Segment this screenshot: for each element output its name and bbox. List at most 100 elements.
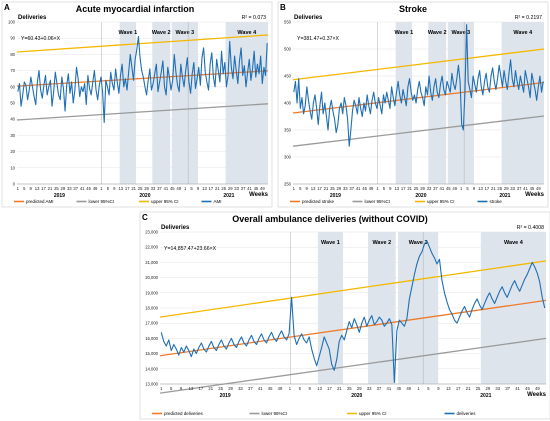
x-tick-label: 5 — [23, 186, 26, 191]
panel-c: Wave 1 Wave 2 Wave 3 Wave 4 13,000 14,000 15,0… — [139, 211, 550, 420]
x-tick-label: 5 — [107, 186, 110, 191]
y-axis-label: Deliveries — [294, 15, 323, 21]
x-tick-label: 1 — [160, 386, 163, 391]
x-tick-label: 9 — [473, 186, 476, 191]
x-tick-label: 21 — [208, 386, 213, 391]
wave-label-4: Wave 4 — [237, 30, 257, 36]
x-tick-label: 29 — [228, 186, 233, 191]
x-tick-label: 45 — [170, 186, 175, 191]
legend-entry: lower 95%CI — [365, 199, 391, 204]
year-label: 2021 — [223, 193, 234, 199]
x-tick-label: 21 — [131, 186, 136, 191]
x-tick-label: 1 — [293, 186, 296, 191]
x-tick-label: 29 — [61, 186, 66, 191]
x-tick-label: 21 — [491, 186, 496, 191]
x-tick-label: 33 — [151, 186, 156, 191]
x-tick-label: 13 — [317, 386, 322, 391]
y-tick-label: 300 — [284, 155, 292, 160]
x-tick-label: 49 — [406, 386, 411, 391]
x-tick-label: 41 — [515, 386, 520, 391]
x-tick-label: 33 — [238, 386, 243, 391]
x-tick-label: 13 — [394, 186, 399, 191]
x-tick-label: 41 — [356, 186, 361, 191]
y-tick-label: 450 — [284, 74, 292, 79]
x-tick-label: 25 — [497, 186, 502, 191]
y-tick-label: 19,000 — [145, 290, 158, 295]
x-tick-label: 13 — [189, 386, 194, 391]
x-tick-label: 1 — [17, 186, 20, 191]
x-tick-label: 1 — [376, 186, 379, 191]
x-tick-label: 1 — [460, 186, 463, 191]
y-tick-label: 80 — [10, 52, 15, 57]
series-line — [293, 24, 544, 147]
x-tick-label: 5 — [299, 386, 302, 391]
x-tick-label: 17 — [327, 386, 332, 391]
upper-trend-line — [159, 260, 547, 318]
year-label: 2019 — [330, 193, 341, 199]
y-tick-label: 14,000 — [145, 366, 158, 371]
lower-trend-line — [292, 115, 545, 147]
x-tick-label: 29 — [337, 186, 342, 191]
x-tick-label: 21 — [324, 186, 329, 191]
r-squared: R² = 0.073 — [242, 15, 266, 21]
trend-equation: Y=381.47+0.37×X — [297, 36, 340, 42]
wave-label-1: Wave 1 — [321, 240, 340, 246]
x-tick-label: 9 — [30, 186, 33, 191]
chart-title: Stroke — [399, 4, 427, 14]
y-tick-label: 10 — [10, 165, 15, 170]
r-squared: R² = 0.4008 — [517, 225, 544, 231]
x-tick-label: 45 — [446, 186, 451, 191]
x-tick-label: 41 — [258, 386, 263, 391]
x-tick-label: 9 — [113, 186, 116, 191]
legend-entry: deliveries — [457, 411, 477, 416]
x-tick-label: 41 — [387, 386, 392, 391]
year-label: 2019 — [54, 193, 65, 199]
y-tick-label: 250 — [284, 182, 292, 187]
x-tick-label: 41 — [247, 186, 252, 191]
x-tick-label: 25 — [138, 186, 143, 191]
panel-a: Wave 1 Wave 2 Wave 3 Wave 4 0 10 20 30 40 50 60 70 8… — [1, 1, 273, 208]
x-tick-label: 33 — [510, 186, 515, 191]
x-tick-label: 5 — [299, 186, 302, 191]
x-tick-label: 13 — [446, 386, 451, 391]
y-tick-label: 17,000 — [145, 321, 158, 326]
wave-label-2: Wave 2 — [372, 240, 391, 246]
y-tick-label: 90 — [10, 36, 15, 41]
wave-label-1: Wave 1 — [394, 30, 413, 36]
year-label: 2021 — [499, 193, 510, 199]
x-tick-label: 25 — [476, 386, 481, 391]
x-tick-label: 17 — [199, 386, 204, 391]
x-tick-label: 37 — [505, 386, 510, 391]
legend-entry: stroke — [490, 199, 503, 204]
x-tick-label: 17 — [456, 386, 461, 391]
panel-frame — [139, 211, 550, 420]
predicted-trend-line — [292, 81, 545, 114]
panel-b: Wave 1 Wave 2 Wave 3 Wave 4 250 300 350 400 450 5… — [277, 1, 549, 208]
x-tick-label: 21 — [48, 186, 53, 191]
trend-equation: Y=60.43+0.06×X — [21, 36, 61, 42]
x-tick-label: 25 — [414, 186, 419, 191]
x-tick-label: 17 — [401, 186, 406, 191]
y-tick-label: 13,000 — [145, 382, 158, 387]
x-tick-label: 9 — [197, 186, 200, 191]
x-tick-label: 49 — [176, 186, 181, 191]
chart-title: Overall ambulance deliveries (without CO… — [232, 214, 428, 224]
x-tick-label: 13 — [202, 186, 207, 191]
panel-letter: C — [142, 213, 148, 222]
y-tick-label: 100 — [8, 20, 16, 25]
y-tick-label: 15,000 — [145, 351, 158, 356]
y-tick-label: 30 — [10, 133, 15, 138]
legend-entry: lower 95%CI — [262, 411, 288, 416]
x-tick-label: 37 — [248, 386, 253, 391]
x-tick-label: 49 — [535, 386, 540, 391]
x-tick-label: 45 — [254, 186, 259, 191]
y-tick-label: 18,000 — [145, 306, 158, 311]
x-tick-label: 25 — [221, 186, 226, 191]
x-tick-label: 9 — [180, 386, 183, 391]
legend-entry: upper 95% CI — [427, 199, 455, 204]
wave-label-1: Wave 1 — [118, 30, 137, 36]
x-axis-label: Weeks — [527, 392, 547, 398]
legend-entry: predicted AMI — [26, 199, 54, 204]
x-tick-label: 49 — [93, 186, 98, 191]
x-tick-label: 17 — [485, 186, 490, 191]
